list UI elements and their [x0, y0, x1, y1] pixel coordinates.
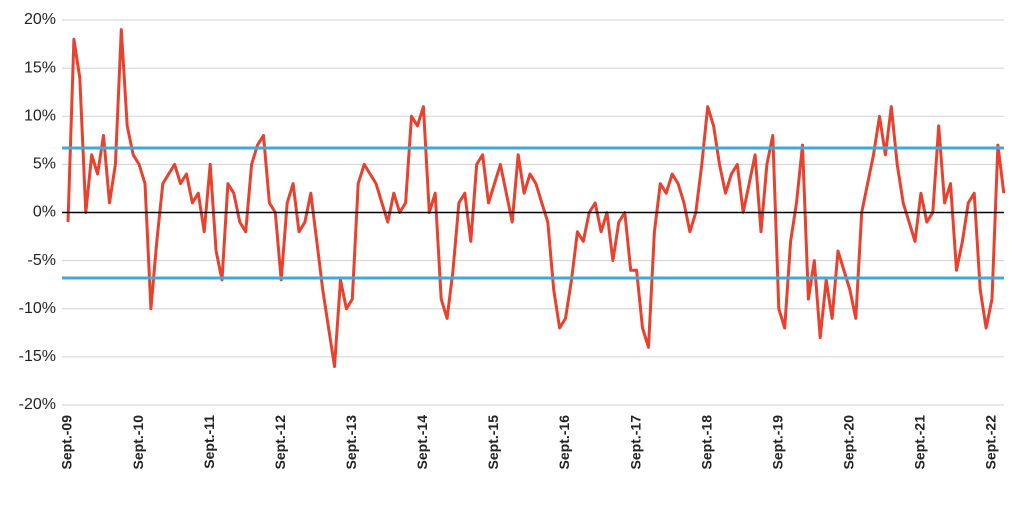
- x-tick-label: Sept.-13: [343, 415, 359, 470]
- x-tick-label: Sept.-19: [769, 415, 785, 470]
- y-tick-label: -15%: [19, 348, 56, 365]
- x-tick-label: Sept.-17: [627, 415, 643, 470]
- x-tick-label: Sept.-22: [983, 415, 999, 470]
- x-tick-label: Sept.-15: [485, 415, 501, 470]
- x-tick-label: Sept.-10: [130, 415, 146, 470]
- x-tick-label: Sept.-20: [841, 415, 857, 470]
- x-tick-label: Sept.-12: [272, 415, 288, 470]
- y-tick-label: 10%: [24, 107, 56, 124]
- x-tick-label: Sept.-21: [912, 415, 928, 470]
- y-tick-label: 0%: [33, 204, 56, 221]
- y-tick-label: 20%: [24, 11, 56, 28]
- data-line: [66, 28, 1006, 368]
- y-tick-label: -10%: [19, 300, 56, 317]
- y-tick-label: 5%: [33, 156, 56, 173]
- x-tick-label: Sept.-16: [556, 415, 572, 470]
- y-tick-label: 15%: [24, 59, 56, 76]
- x-tick-label: Sept.-18: [698, 415, 714, 470]
- x-tick-label: Sept.-09: [59, 415, 75, 470]
- y-tick-label: -5%: [28, 252, 56, 269]
- x-tick-label: Sept.-14: [414, 415, 430, 470]
- y-tick-label: -20%: [19, 396, 56, 413]
- x-tick-label: Sept.-11: [201, 415, 217, 469]
